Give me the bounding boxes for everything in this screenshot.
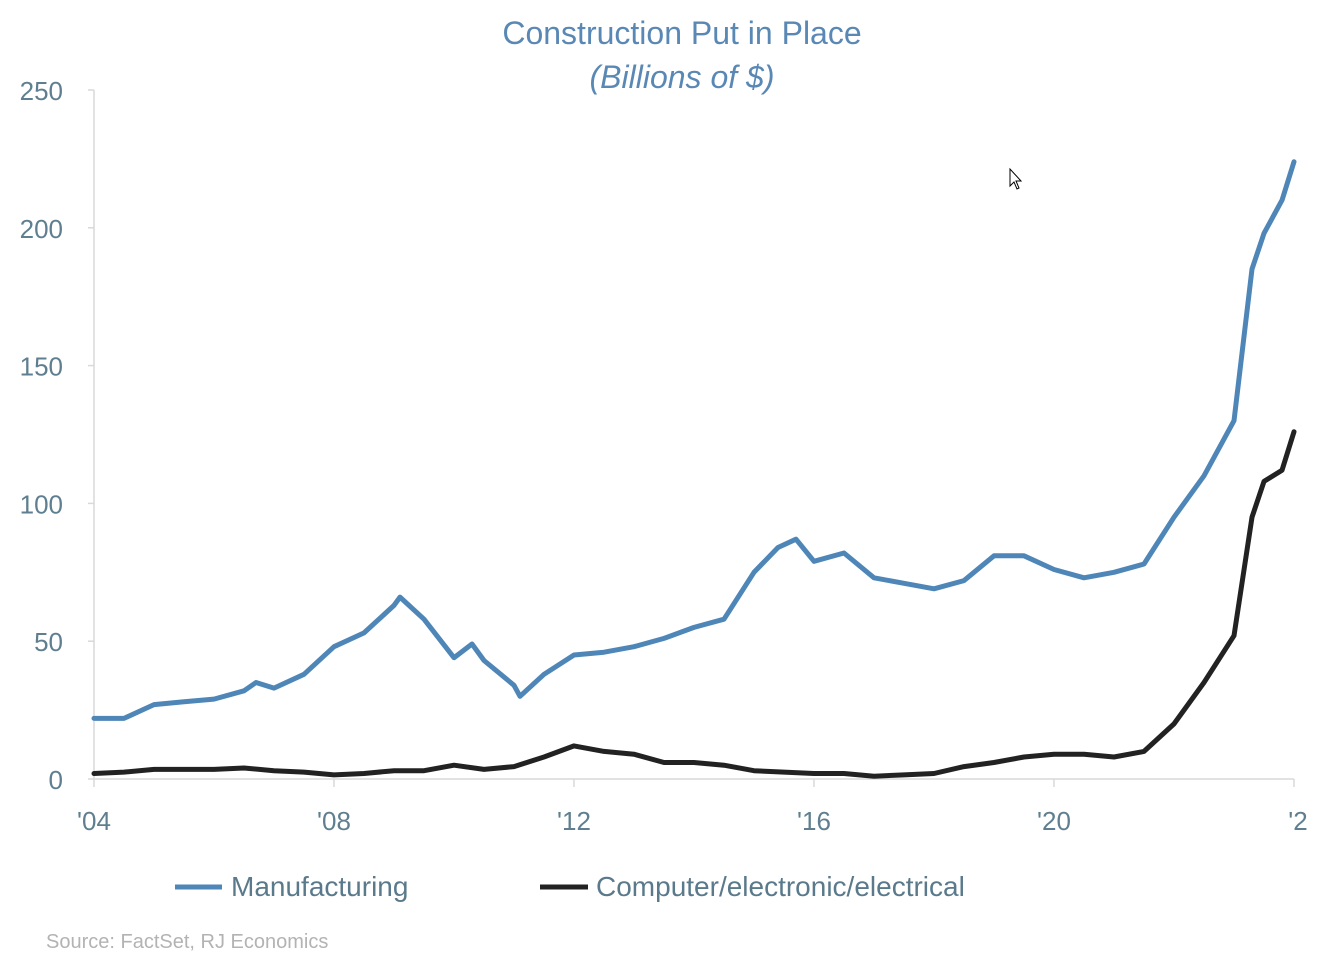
y-tick-label: 100 (20, 489, 63, 519)
y-tick-label: 200 (20, 214, 63, 244)
x-tick-label: '20 (1037, 806, 1071, 836)
x-tick-label: '08 (317, 806, 351, 836)
legend: Manufacturing Computer/electronic/electr… (175, 871, 965, 902)
axes (93, 90, 1294, 780)
x-axis-ticks: '04 '08 '12 '16 '20 '2 (77, 779, 1308, 836)
chart-title: Construction Put in Place (502, 15, 861, 51)
legend-label-computer-electronic-electrical: Computer/electronic/electrical (596, 871, 965, 902)
legend-label-manufacturing: Manufacturing (231, 871, 408, 902)
x-tick-label: '16 (797, 806, 831, 836)
chart-subtitle: (Billions of $) (590, 59, 775, 95)
y-tick-label: 50 (34, 627, 63, 657)
x-tick-label: '04 (77, 806, 111, 836)
source-note: Source: FactSet, RJ Economics (46, 931, 328, 953)
y-tick-label: 250 (20, 76, 63, 106)
y-tick-label: 0 (49, 765, 63, 795)
y-tick-label: 150 (20, 352, 63, 382)
x-tick-label: '2 (1288, 806, 1307, 836)
y-axis-ticks: 0 50 100 150 200 250 (20, 76, 94, 795)
cursor-icon (1009, 167, 1023, 190)
series-line-manufacturing (91, 159, 1297, 721)
series-line-computer-electronic-electrical (91, 429, 1297, 779)
series-lines (91, 159, 1297, 779)
x-tick-label: '12 (557, 806, 591, 836)
